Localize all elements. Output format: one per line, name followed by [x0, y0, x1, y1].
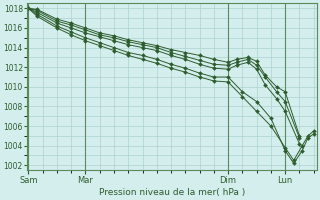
- X-axis label: Pression niveau de la mer( hPa ): Pression niveau de la mer( hPa ): [99, 188, 245, 197]
